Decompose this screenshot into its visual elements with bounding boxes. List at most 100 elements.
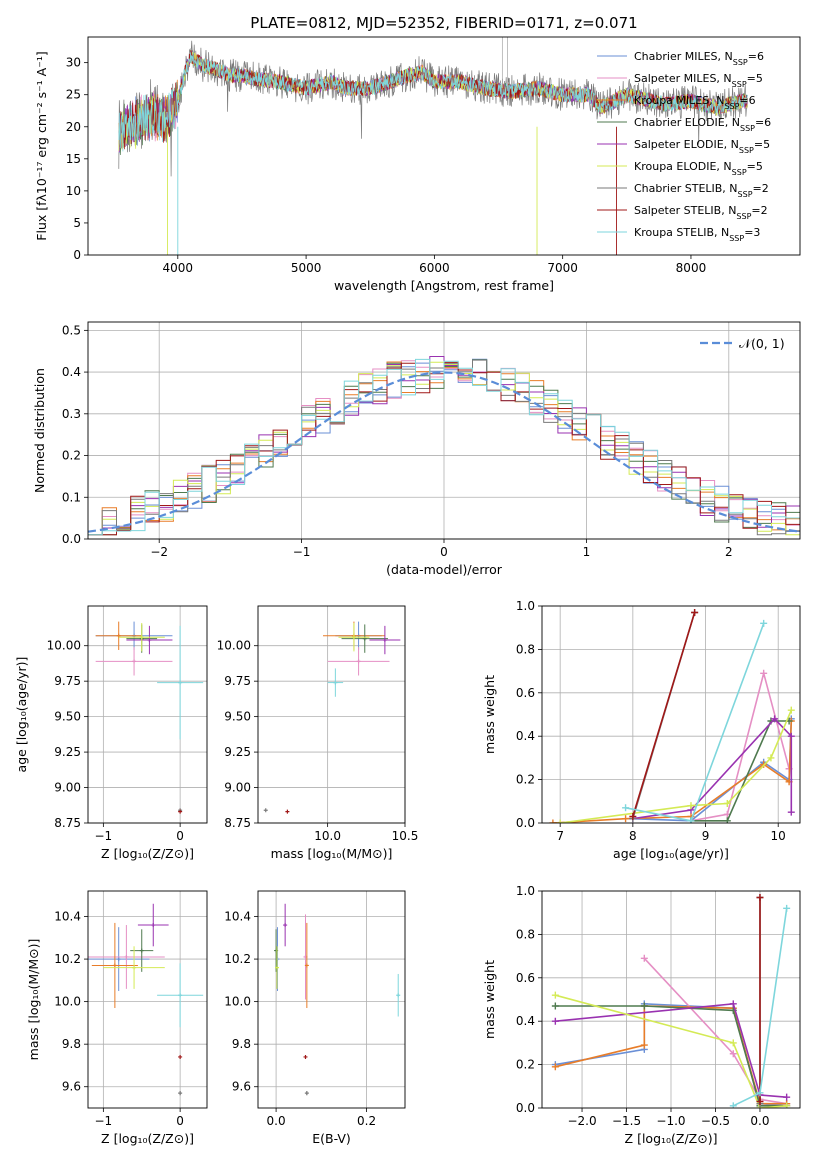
weight-marker (723, 799, 731, 807)
legend-label-text: Chabrier MILES, N (634, 50, 733, 63)
plot-area (263, 621, 401, 814)
weight-marker (549, 819, 557, 823)
y-tick-label: 10.4 (54, 910, 81, 924)
legend-subscript: SSP (738, 190, 753, 199)
legend-subscript: SSP (724, 102, 739, 111)
x-tick-label: 0.0 (267, 1114, 286, 1128)
normal-reference-curve (88, 371, 800, 533)
data-point (333, 680, 338, 685)
x-tick-label: 4000 (163, 261, 194, 275)
legend-label-text: Chabrier STELIB, N (634, 182, 738, 195)
y-tick-label: 9.6 (232, 1080, 251, 1094)
weight-marker (687, 802, 695, 810)
x-tick-label: −2.0 (567, 1114, 596, 1128)
y-tick-label: 10.2 (224, 952, 251, 966)
legend-label: Chabrier STELIB, NSSP=2 (634, 182, 769, 199)
x-axis-label: wavelength [Angstrom, rest frame] (334, 278, 554, 293)
weight-marker (729, 1039, 737, 1047)
y-tick-label: 1.0 (516, 599, 535, 613)
x-tick-label: −1.5 (612, 1114, 641, 1128)
weight-marker (729, 1050, 737, 1058)
weight-marker (622, 804, 630, 812)
y-tick-label: 0.6 (516, 971, 535, 985)
y-tick-label: 0.2 (62, 449, 81, 463)
weight-line-salpeter-stelib (632, 612, 696, 817)
x-axis-label: age [log₁₀(age/yr)] (613, 846, 729, 861)
data-point (285, 809, 290, 814)
x-tick-label: 6000 (419, 261, 450, 275)
data-point (303, 1054, 308, 1059)
x-tick-label: −1 (95, 829, 113, 843)
y-tick-label: 9.8 (62, 1037, 81, 1051)
legend-label-text: Kroupa MILES, N (634, 94, 724, 107)
legend-count: =5 (747, 72, 763, 85)
weight-marker (760, 669, 768, 677)
y-tick-label: 0.6 (516, 686, 535, 700)
histogram-kroupa-stelib (88, 358, 800, 536)
x-tick-label: −0.5 (701, 1114, 730, 1128)
y-tick-label: 0 (73, 248, 81, 262)
axes-frame (257, 890, 406, 1109)
y-tick-label: 5 (73, 216, 81, 230)
y-tick-label: 0.4 (62, 365, 81, 379)
plot-area (88, 903, 204, 1096)
data-point (132, 659, 137, 664)
y-tick-label: 9.25 (54, 745, 81, 759)
y-tick-label: 30 (66, 56, 81, 70)
legend-label: Kroupa STELIB, NSSP=3 (634, 226, 760, 243)
x-axis-label: Z [log₁₀(Z/Z⊙)] (101, 1131, 194, 1146)
plot-area (551, 894, 791, 1108)
weight-line-kroupa-elodie (555, 994, 787, 1108)
weight-marker (556, 819, 564, 823)
legend-count: =6 (739, 94, 755, 107)
spectrum-line-kroupa-stelib (118, 51, 748, 152)
axes-frame (541, 605, 801, 824)
legend-subscript: SSP (736, 212, 751, 221)
y-axis-label: mass [log₁₀(M/M⊙)] (26, 939, 41, 1061)
weight-marker (771, 715, 779, 723)
x-tick-label: 7000 (547, 261, 578, 275)
y-tick-label: 9.00 (224, 781, 251, 795)
weight-marker (756, 1097, 764, 1105)
x-tick-label: 5000 (291, 261, 322, 275)
axes-frame (541, 890, 801, 1109)
y-tick-label: 0.4 (516, 1014, 535, 1028)
data-point (178, 809, 183, 814)
x-tick-label: 0.0 (750, 1114, 769, 1128)
weight-line-kroupa-elodie (560, 709, 793, 823)
weight-line-salpeter-elodie (555, 1002, 787, 1098)
legend-label: Chabrier ELODIE, NSSP=6 (634, 116, 771, 133)
legend-count: =2 (751, 204, 767, 217)
data-point (283, 923, 288, 928)
y-tick-label: 0.2 (516, 1058, 535, 1072)
y-tick-label: 10 (66, 184, 81, 198)
data-point (139, 948, 144, 953)
axes-frame (87, 36, 801, 256)
legend-subscript: SSP (739, 146, 754, 155)
legend-label: Salpeter ELODIE, NSSP=5 (634, 138, 770, 155)
weight-marker (756, 1089, 764, 1097)
y-axis-label: age [log₁₀(age/yr)] (14, 657, 29, 773)
plot-area (88, 356, 800, 536)
weight-marker (640, 1041, 648, 1049)
weight-marker (629, 812, 637, 820)
data-point (151, 923, 156, 928)
y-axis-label: mass weight (482, 675, 497, 754)
data-point (304, 1091, 309, 1096)
weight-marker (640, 1002, 648, 1010)
legend-label-text: Kroupa STELIB, N (634, 226, 729, 239)
y-tick-label: 10.2 (54, 952, 81, 966)
plot-area (549, 609, 795, 823)
y-axis-label: Normed distribution (32, 368, 47, 493)
y-tick-label: 0.0 (516, 816, 535, 830)
y-tick-label: 25 (66, 88, 81, 102)
data-point (112, 963, 117, 968)
weight-marker (729, 1102, 737, 1108)
y-tick-label: 10.00 (47, 639, 81, 653)
legend-label-text: Salpeter STELIB, N (634, 204, 736, 217)
y-axis-label: Flux [fλ10⁻¹⁷ erg cm⁻² s⁻¹ A⁻¹] (34, 51, 49, 240)
legend-count: =6 (748, 50, 764, 63)
y-tick-label: 9.50 (224, 710, 251, 724)
x-tick-label: 10.5 (392, 829, 419, 843)
y-tick-label: 9.75 (54, 674, 81, 688)
